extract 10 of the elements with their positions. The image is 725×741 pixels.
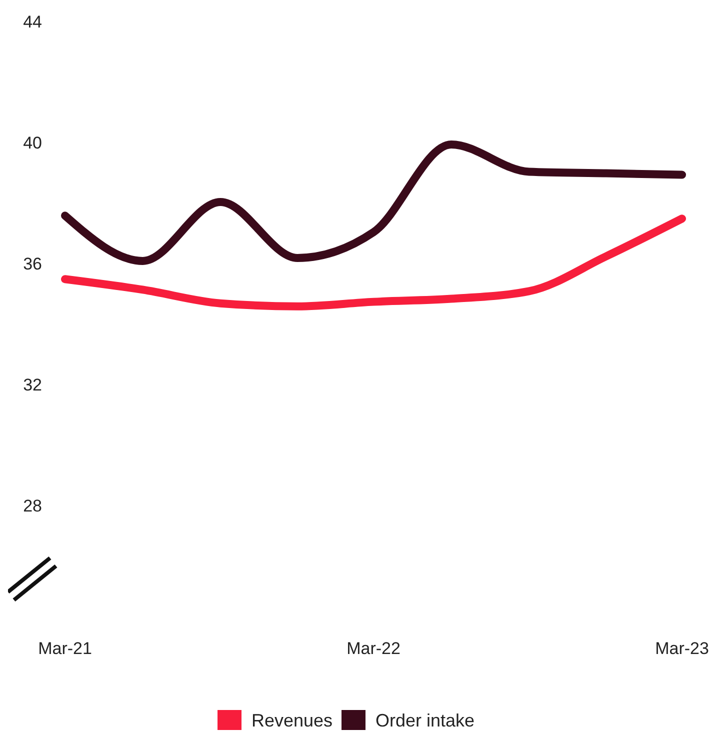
y-tick-label: 44 [23, 12, 42, 32]
x-tick-label: Mar-21 [38, 639, 92, 658]
legend-label: Revenues [252, 710, 333, 730]
x-tick-label: Mar-23 [655, 639, 709, 658]
y-tick-label: 36 [23, 254, 42, 274]
x-tick-label: Mar-22 [346, 639, 400, 658]
legend-label: Order intake [376, 710, 475, 730]
y-tick-label: 28 [23, 496, 42, 516]
y-tick-label: 40 [23, 133, 42, 152]
y-tick-label: 32 [23, 375, 42, 394]
